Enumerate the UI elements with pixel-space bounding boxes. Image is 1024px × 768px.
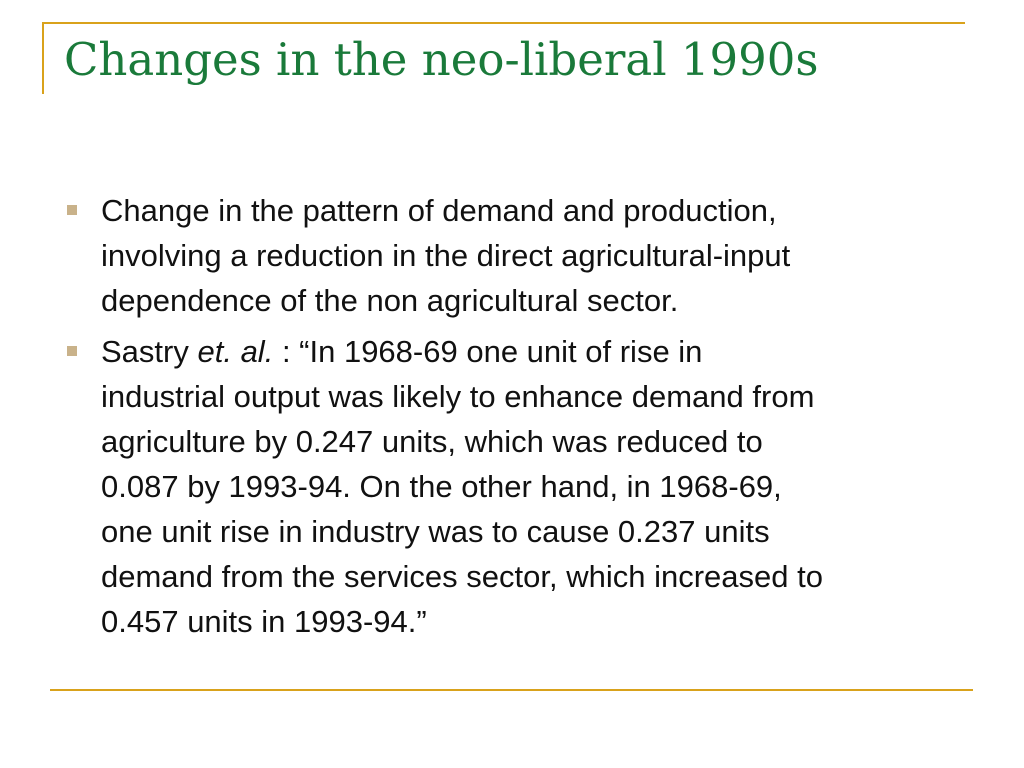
bullet-2-line-5: one unit rise in industry was to cause 0… bbox=[101, 514, 770, 549]
bullet-2-line-7: 0.457 units in 1993-94.” bbox=[101, 604, 427, 639]
bullet-2-line-1: Sastry et. al. : “In 1968-69 one unit of… bbox=[101, 329, 974, 374]
citation-author: Sastry bbox=[101, 334, 189, 369]
quote-start: : “In 1968-69 one unit of rise in bbox=[281, 334, 703, 369]
bullet-list: Change in the pattern of demand and prod… bbox=[0, 188, 1024, 650]
bullet-2-line-4: 0.087 by 1993-94. On the other hand, in … bbox=[101, 469, 782, 504]
slide-title: Changes in the neo-liberal 1990s bbox=[64, 33, 819, 86]
bullet-2-line-3: agriculture by 0.247 units, which was re… bbox=[101, 424, 763, 459]
square-bullet-icon bbox=[67, 346, 77, 356]
top-border-line bbox=[42, 22, 965, 24]
bullet-1-line-3: dependence of the non agricultural secto… bbox=[101, 283, 679, 318]
bullet-2-line-2: industrial output was likely to enhance … bbox=[101, 379, 815, 414]
citation-etal: et. al. bbox=[197, 334, 274, 369]
square-bullet-icon bbox=[67, 205, 77, 215]
bullet-item-2: Sastry et. al. : “In 1968-69 one unit of… bbox=[0, 329, 1024, 644]
bullet-1-line-1: Change in the pattern of demand and prod… bbox=[101, 193, 777, 228]
left-border-line bbox=[42, 22, 44, 94]
bullet-item-1: Change in the pattern of demand and prod… bbox=[0, 188, 1024, 323]
bullet-2-line-6: demand from the services sector, which i… bbox=[101, 559, 823, 594]
bottom-border-line bbox=[50, 689, 973, 691]
bullet-1-line-2: involving a reduction in the direct agri… bbox=[101, 238, 791, 273]
